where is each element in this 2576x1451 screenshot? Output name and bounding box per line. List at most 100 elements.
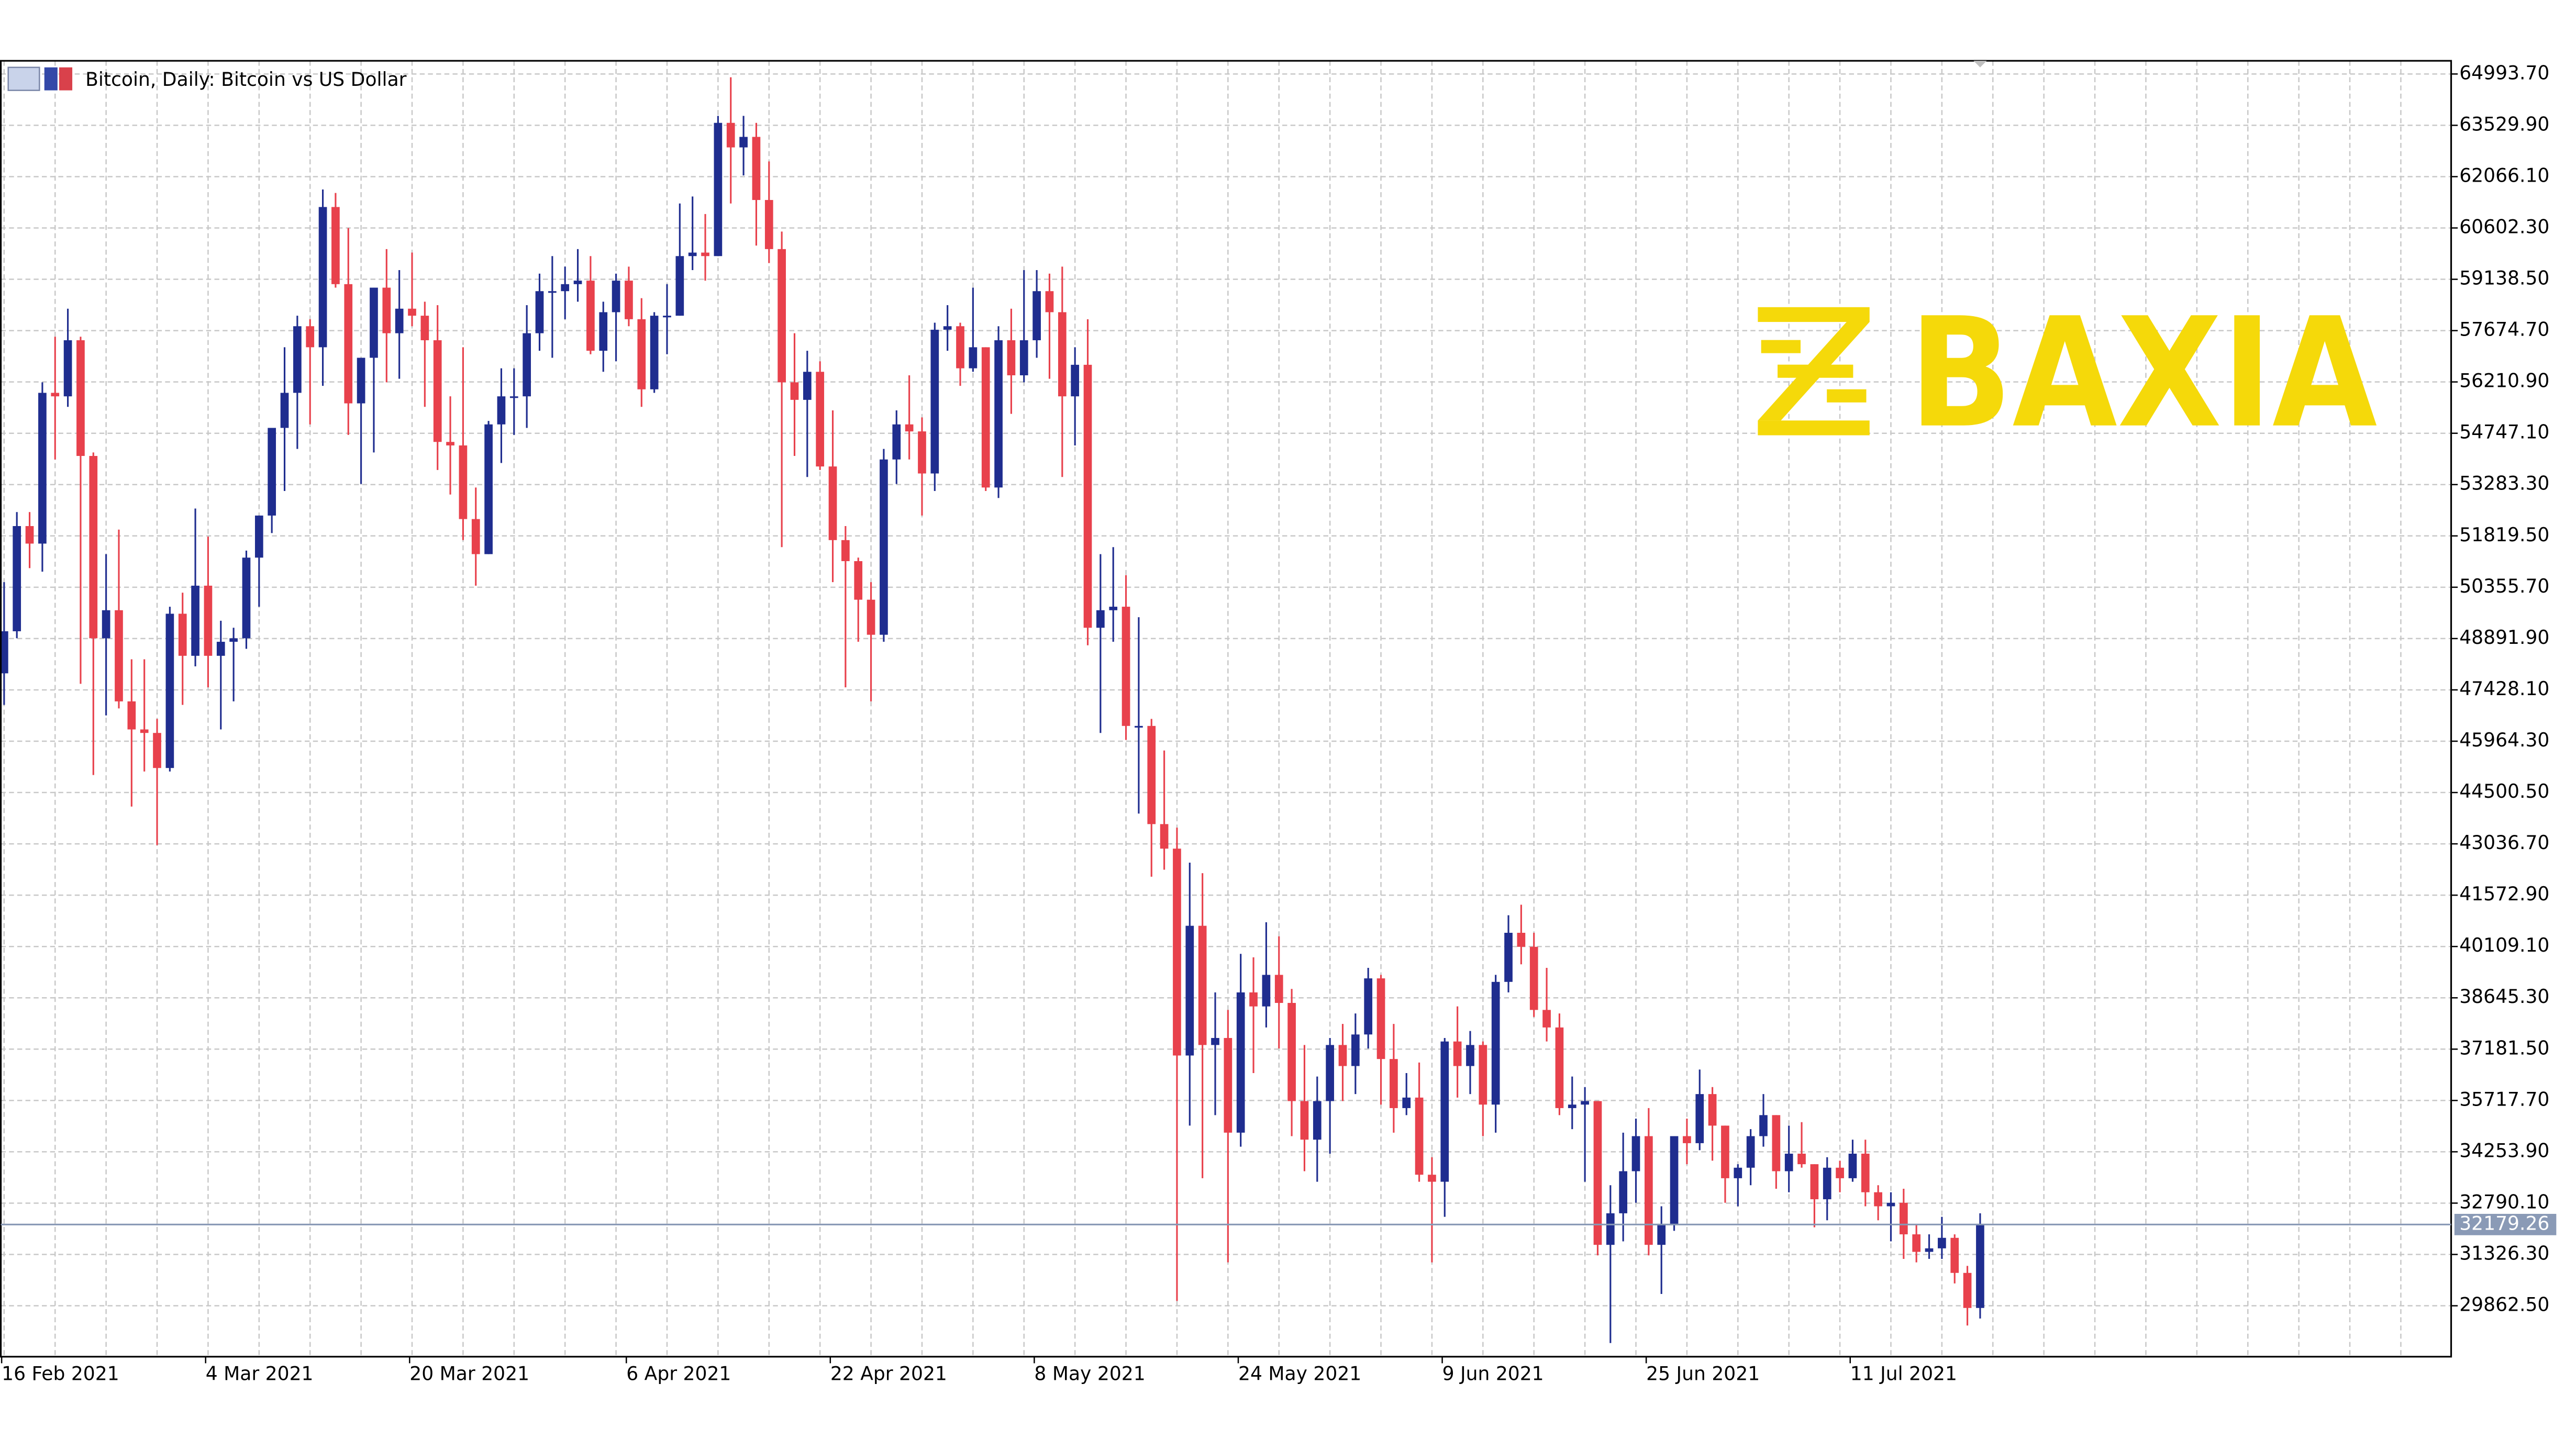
candle-body xyxy=(1236,992,1245,1133)
candle-body xyxy=(1032,291,1041,341)
candle-body xyxy=(484,424,493,554)
y-tick-label: 44500.50 xyxy=(2459,780,2549,802)
chart-title: Bitcoin, Daily: Bitcoin vs US Dollar xyxy=(85,69,407,91)
y-tick-label: 41572.90 xyxy=(2459,883,2549,905)
icon xyxy=(59,67,73,91)
candle-body xyxy=(1734,1167,1742,1178)
candle-body xyxy=(89,456,98,639)
candle-body xyxy=(1721,1125,1729,1178)
candle-body xyxy=(523,333,531,397)
candle-body xyxy=(242,557,251,639)
candle-body xyxy=(140,729,149,733)
y-tick-label: 31326.30 xyxy=(2459,1242,2549,1264)
candle-body xyxy=(1899,1202,1908,1235)
logo-icon xyxy=(1778,364,1853,378)
candle-body xyxy=(1453,1041,1462,1066)
current-price-label: 32179.26 xyxy=(2459,1212,2549,1234)
candle-body xyxy=(1415,1097,1424,1175)
candle-body xyxy=(573,281,582,284)
symbol-icon xyxy=(7,66,73,91)
logo-icon xyxy=(1827,389,1867,403)
y-tick-label: 38645.30 xyxy=(2459,986,2549,1008)
candle-body xyxy=(497,396,506,425)
candle-body xyxy=(1542,1010,1551,1028)
x-tick-label: 20 Mar 2021 xyxy=(409,1363,529,1385)
x-tick-label: 24 May 2021 xyxy=(1238,1363,1361,1385)
y-tick-label: 45964.30 xyxy=(2459,729,2549,751)
logo: BAXIA xyxy=(1758,286,2378,462)
candle-body xyxy=(1631,1136,1640,1171)
candle-body xyxy=(268,428,276,516)
candle-body xyxy=(1045,291,1054,312)
candle-body xyxy=(599,312,608,351)
candle-body xyxy=(459,445,468,519)
candle-body xyxy=(1606,1213,1615,1245)
candle-body xyxy=(471,519,480,554)
y-tick-label: 48891.90 xyxy=(2459,627,2549,649)
candle-body xyxy=(1160,824,1169,849)
candle-body xyxy=(880,459,888,635)
candle-body xyxy=(370,287,378,358)
candle-body xyxy=(1683,1136,1691,1143)
candle-body xyxy=(930,329,939,474)
x-tick-label: 8 May 2021 xyxy=(1034,1363,1145,1385)
candle-body xyxy=(1109,607,1118,610)
y-tick-label: 60602.30 xyxy=(2459,216,2549,238)
candle-body xyxy=(1912,1234,1921,1252)
candle-body xyxy=(1440,1041,1449,1182)
y-tick-label: 63529.90 xyxy=(2459,113,2549,135)
y-tick-label: 29862.50 xyxy=(2459,1294,2549,1316)
x-tick-label: 6 Apr 2021 xyxy=(626,1363,731,1385)
candle-body xyxy=(956,326,964,369)
candle-body xyxy=(1249,992,1258,1007)
candle-body xyxy=(229,638,238,642)
candle-body xyxy=(1058,312,1067,397)
candle-body xyxy=(943,326,952,330)
candle-body xyxy=(1772,1115,1781,1171)
y-tick-label: 56210.90 xyxy=(2459,370,2549,392)
candle-body xyxy=(1326,1045,1334,1101)
candle-body xyxy=(739,137,748,148)
candle-body xyxy=(1708,1094,1717,1126)
candle-body xyxy=(1007,340,1016,375)
candle-body xyxy=(981,347,990,488)
candle-body xyxy=(701,252,709,256)
x-tick-label: 22 Apr 2021 xyxy=(830,1363,947,1385)
candle-body xyxy=(191,585,199,656)
candle-body xyxy=(1810,1164,1819,1200)
candle-body xyxy=(1670,1136,1679,1224)
last-bar-marker xyxy=(1973,61,1987,68)
candle-body xyxy=(115,610,123,701)
candle-body xyxy=(1695,1094,1704,1143)
candle-body xyxy=(1619,1171,1628,1213)
candle-body xyxy=(637,319,646,389)
candle-body xyxy=(612,281,620,312)
logo-icon xyxy=(1758,420,1870,436)
candle-body xyxy=(714,122,723,256)
candle-body xyxy=(25,526,34,544)
candle-body xyxy=(1262,975,1271,1007)
candle-body xyxy=(306,326,315,348)
candle-body xyxy=(204,585,213,656)
candle-body xyxy=(675,256,684,316)
candle-body xyxy=(969,347,978,369)
candle-body xyxy=(178,613,187,656)
candle-body xyxy=(1300,1101,1309,1140)
candle-body xyxy=(51,393,60,397)
candle-body xyxy=(216,642,225,656)
candle-body xyxy=(1657,1223,1666,1245)
candle-body xyxy=(1083,364,1092,628)
candle-body xyxy=(1135,726,1143,728)
candle-body xyxy=(1491,981,1500,1105)
candle-body xyxy=(433,340,442,442)
y-tick-label: 54747.10 xyxy=(2459,421,2549,443)
candle-body xyxy=(663,316,671,318)
candle-body xyxy=(1122,607,1130,726)
candle-body xyxy=(408,308,416,316)
logo-text: BAXIA xyxy=(1909,286,2378,462)
candle-body xyxy=(1925,1248,1934,1252)
candle-body xyxy=(1096,610,1105,628)
candle-body xyxy=(1224,1037,1233,1133)
